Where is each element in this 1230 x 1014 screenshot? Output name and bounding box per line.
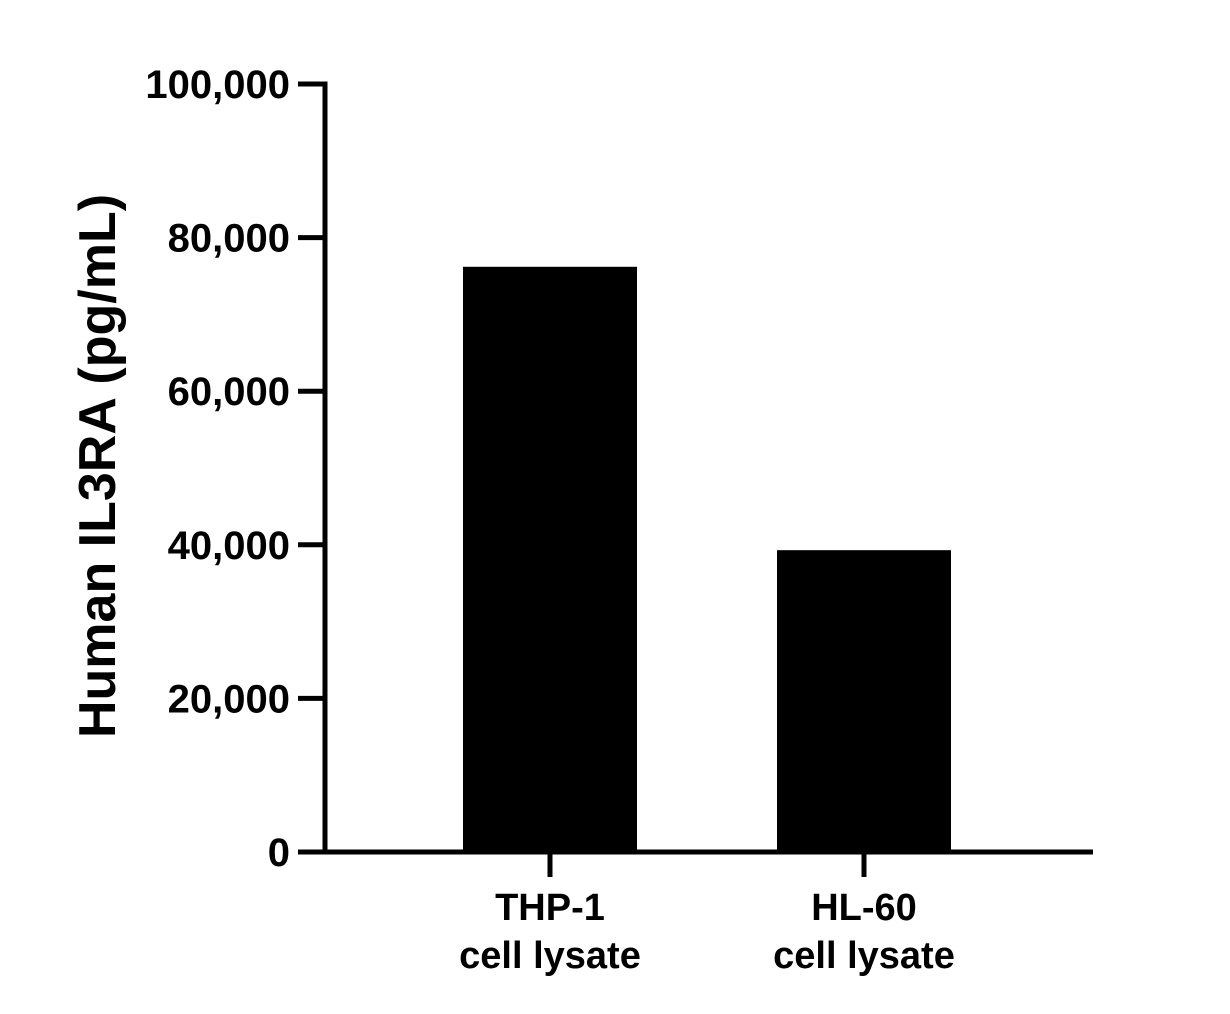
bars-group: [463, 266, 951, 852]
x-axis: THP-1 cell lysate HL-60 cell lysate: [322, 849, 1093, 977]
y-axis-title: Human IL3RA (pg/mL): [69, 194, 127, 738]
x-tick-label: THP-1: [495, 887, 605, 929]
y-tick-label: 100,000: [145, 63, 290, 107]
y-axis: 0 20,000 40,000 60,000 80,000 100,000: [145, 63, 328, 875]
x-tick-label: cell lysate: [459, 935, 641, 977]
y-tick-label: 40,000: [168, 524, 290, 568]
y-tick-label: 20,000: [168, 677, 290, 721]
bar-1: [777, 550, 951, 852]
bar-0: [463, 266, 637, 852]
y-tick-label: 80,000: [168, 217, 290, 261]
y-tick-label: 60,000: [168, 370, 290, 414]
x-tick-label: cell lysate: [773, 935, 955, 977]
x-tick-label: HL-60: [811, 887, 917, 929]
y-tick-label: 0: [268, 831, 290, 875]
